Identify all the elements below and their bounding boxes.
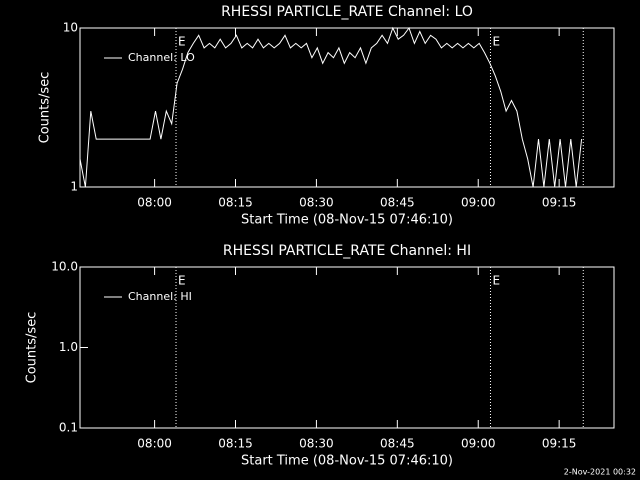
y-tick-label: 1 <box>70 180 78 194</box>
y-tick-label: 1.0 <box>59 340 78 354</box>
data-line <box>79 26 583 188</box>
chart-title: RHESSI PARTICLE_RATE Channel: HI <box>223 243 471 259</box>
marker-label: E <box>492 35 500 49</box>
footer: 2-Nov-2021 00:32 <box>564 468 636 477</box>
x-axis-label: Start Time (08-Nov-15 07:46:10) <box>241 454 453 469</box>
marker-label: E <box>178 35 186 49</box>
legend-label: Channel: LO <box>128 51 195 64</box>
x-tick-label: 09:00 <box>461 196 496 210</box>
y-tick-label: 10.0 <box>51 260 78 274</box>
x-tick-label: 08:30 <box>299 196 334 210</box>
x-axis-label: Start Time (08-Nov-15 07:46:10) <box>241 213 453 228</box>
x-tick-label: 09:00 <box>461 437 496 451</box>
x-tick-label: 08:45 <box>380 196 415 210</box>
y-tick-label: 0.1 <box>59 421 78 435</box>
plot-frame <box>79 27 615 188</box>
x-tick-label: 08:00 <box>137 437 172 451</box>
x-tick-label: 08:45 <box>380 437 415 451</box>
y-tick-label: 10 <box>63 21 78 35</box>
x-tick-label: 08:30 <box>299 437 334 451</box>
marker-label: E <box>178 274 186 288</box>
x-tick-label: 09:15 <box>542 196 577 210</box>
chart-title: RHESSI PARTICLE_RATE Channel: LO <box>221 4 473 20</box>
legend-label: Channel: HI <box>128 290 192 303</box>
x-tick-label: 08:15 <box>218 196 253 210</box>
y-axis-label: Counts/sec <box>25 312 40 384</box>
x-tick-label: 08:15 <box>218 437 253 451</box>
x-tick-label: 09:15 <box>542 437 577 451</box>
y-axis-label: Counts/sec <box>38 72 53 144</box>
x-tick-label: 08:00 <box>137 196 172 210</box>
marker-label: E <box>492 274 500 288</box>
